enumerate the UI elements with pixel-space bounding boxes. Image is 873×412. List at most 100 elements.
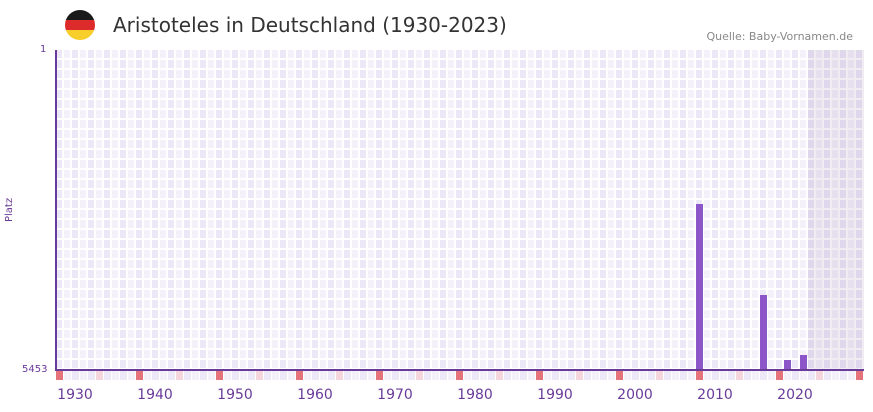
year-marker <box>608 371 615 380</box>
x-tick-label: 2020 <box>777 387 813 403</box>
year-marker <box>624 371 631 380</box>
year-marker <box>200 371 207 380</box>
year-marker <box>168 371 175 380</box>
year-marker <box>448 371 455 380</box>
year-marker <box>400 371 407 380</box>
year-marker <box>848 371 855 380</box>
year-marker <box>520 371 527 380</box>
year-marker <box>584 371 591 380</box>
year-marker <box>264 371 271 380</box>
year-marker <box>56 371 63 380</box>
year-marker <box>656 371 663 380</box>
y-axis <box>55 50 57 370</box>
year-marker <box>704 371 711 380</box>
year-marker <box>144 371 151 380</box>
year-marker <box>224 371 231 380</box>
year-marker <box>816 371 823 380</box>
year-marker <box>712 371 719 380</box>
year-marker <box>760 371 767 380</box>
year-marker <box>80 371 87 380</box>
year-marker <box>744 371 751 380</box>
bar-2008[interactable] <box>696 204 703 370</box>
year-marker <box>776 371 783 380</box>
x-tick-label: 1980 <box>457 387 493 403</box>
year-marker <box>768 371 775 380</box>
year-marker <box>160 371 167 380</box>
y-axis-title: Platz <box>4 197 15 222</box>
x-tick-label: 2000 <box>617 387 653 403</box>
x-axis <box>55 369 864 371</box>
year-marker <box>272 371 279 380</box>
year-marker <box>96 371 103 380</box>
year-marker <box>392 371 399 380</box>
year-marker <box>592 371 599 380</box>
year-marker <box>808 371 815 380</box>
year-marker <box>856 371 863 380</box>
year-marker <box>280 371 287 380</box>
future-shade <box>808 50 864 370</box>
year-marker <box>384 371 391 380</box>
year-marker <box>336 371 343 380</box>
year-marker <box>616 371 623 380</box>
year-marker <box>216 371 223 380</box>
chart-title: Aristoteles in Deutschland (1930-2023) <box>113 13 507 37</box>
year-marker <box>136 371 143 380</box>
bar-2019[interactable] <box>784 359 791 370</box>
year-marker <box>568 371 575 380</box>
year-marker <box>664 371 671 380</box>
year-marker <box>328 371 335 380</box>
year-marker <box>456 371 463 380</box>
source-link[interactable]: Quelle: Baby-Vornamen.de <box>706 30 853 43</box>
year-marker <box>112 371 119 380</box>
year-marker <box>672 371 679 380</box>
x-tick-label: 1940 <box>137 387 173 403</box>
year-marker <box>496 371 503 380</box>
year-marker <box>736 371 743 380</box>
year-marker <box>416 371 423 380</box>
year-marker <box>472 371 479 380</box>
year-marker <box>192 371 199 380</box>
year-marker <box>720 371 727 380</box>
year-marker <box>432 371 439 380</box>
x-tick-label: 1970 <box>377 387 413 403</box>
year-marker <box>696 371 703 380</box>
bar-2021[interactable] <box>800 354 807 370</box>
x-tick-label: 1990 <box>537 387 573 403</box>
year-marker <box>408 371 415 380</box>
year-marker <box>560 371 567 380</box>
year-marker <box>352 371 359 380</box>
year-marker <box>232 371 239 380</box>
year-marker <box>536 371 543 380</box>
year-marker <box>64 371 71 380</box>
x-tick-label: 1930 <box>57 387 93 403</box>
plot-area <box>56 50 864 370</box>
year-marker <box>208 371 215 380</box>
year-marker <box>440 371 447 380</box>
year-marker <box>832 371 839 380</box>
grid <box>56 50 864 370</box>
year-marker <box>368 371 375 380</box>
year-marker <box>792 371 799 380</box>
year-marker <box>248 371 255 380</box>
year-marker <box>176 371 183 380</box>
year-marker <box>104 371 111 380</box>
year-marker <box>576 371 583 380</box>
year-marker <box>72 371 79 380</box>
year-marker <box>600 371 607 380</box>
year-marker <box>544 371 551 380</box>
x-tick-label: 1960 <box>297 387 333 403</box>
year-marker <box>640 371 647 380</box>
year-marker <box>840 371 847 380</box>
year-marker <box>88 371 95 380</box>
x-tick-label: 2010 <box>697 387 733 403</box>
year-marker <box>376 371 383 380</box>
year-marker <box>632 371 639 380</box>
year-marker <box>424 371 431 380</box>
year-marker <box>344 371 351 380</box>
year-marker <box>688 371 695 380</box>
y-tick-top: 1 <box>40 44 47 55</box>
x-tick-label: 1950 <box>217 387 253 403</box>
bar-2016[interactable] <box>760 294 767 370</box>
year-marker <box>240 371 247 380</box>
year-marker <box>288 371 295 380</box>
